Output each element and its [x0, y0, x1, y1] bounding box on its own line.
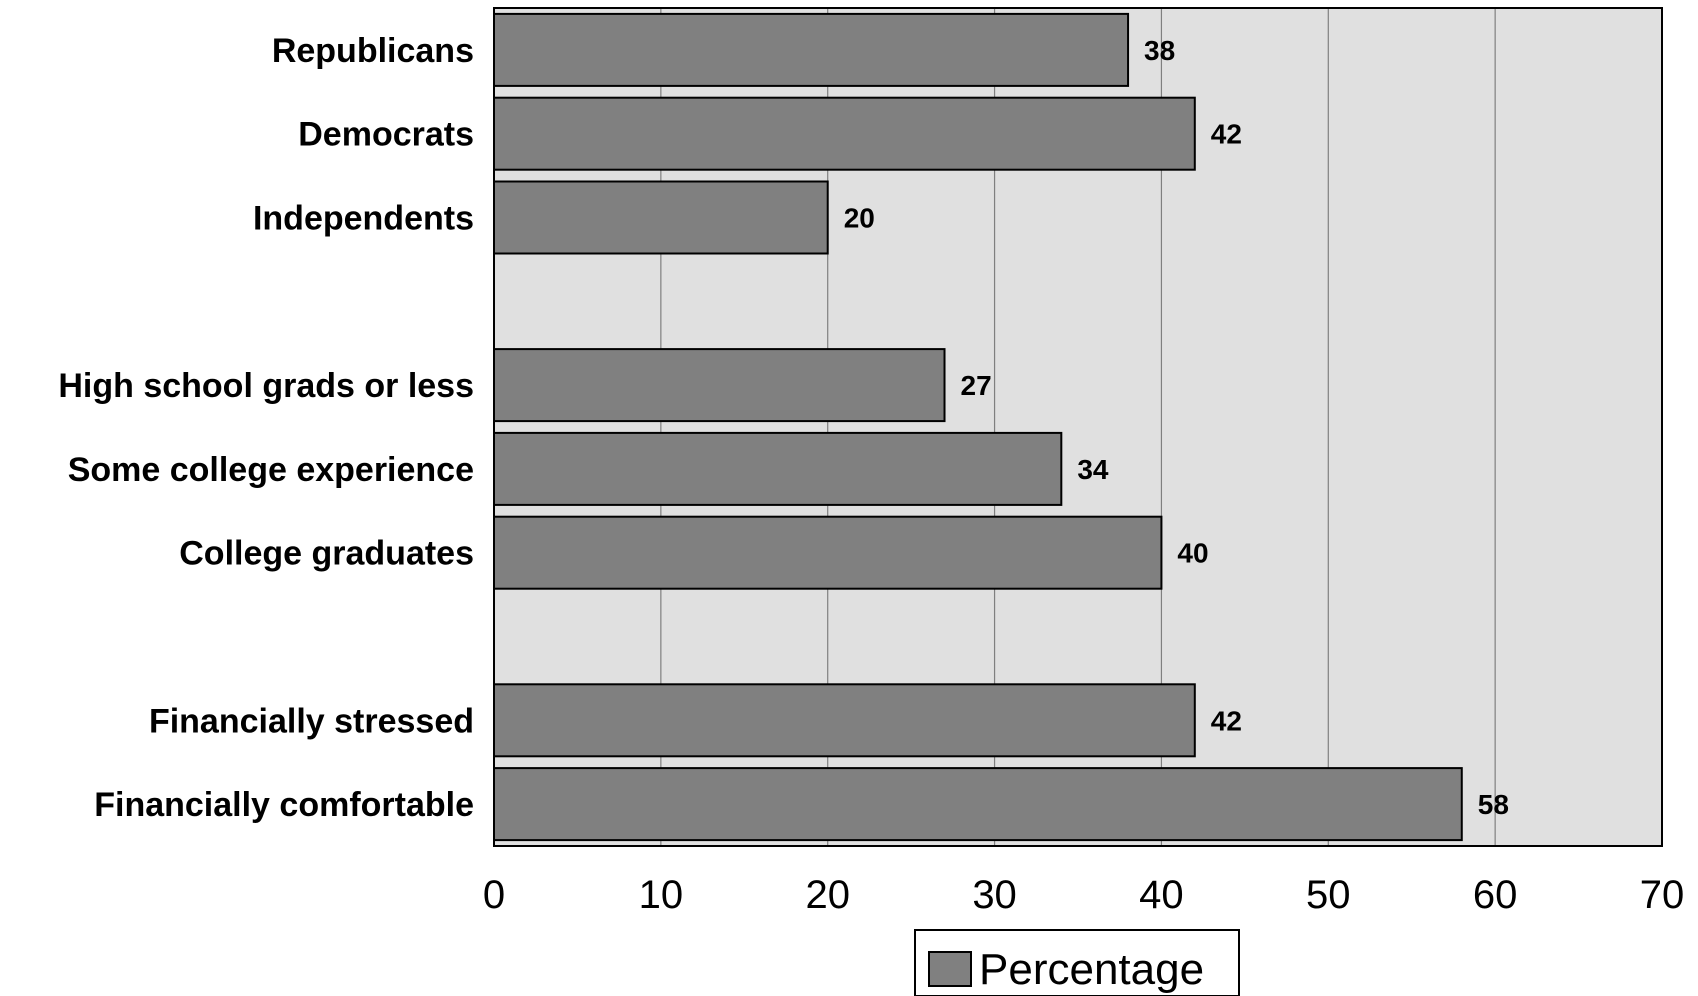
legend-swatch — [928, 951, 972, 987]
data-label: 34 — [1077, 454, 1109, 485]
x-tick-label: 60 — [1473, 873, 1518, 917]
x-tick-label: 20 — [805, 873, 850, 917]
category-label: Financially stressed — [149, 702, 474, 740]
x-tick-label: 50 — [1306, 873, 1351, 917]
data-label: 40 — [1177, 538, 1208, 569]
x-axis-tick-labels: 0 10 20 30 40 50 60 70 — [483, 873, 1684, 917]
category-label: Some college experience — [68, 451, 474, 489]
category-label: High school grads or less — [58, 367, 474, 405]
bar — [493, 683, 1196, 758]
category-label: College graduates — [179, 535, 474, 573]
bar — [493, 515, 1163, 590]
x-tick-label: 40 — [1139, 873, 1184, 917]
bar — [493, 180, 829, 255]
x-tick-label: 10 — [639, 873, 684, 917]
plot-area-border — [493, 7, 1663, 847]
data-label: 42 — [1211, 705, 1242, 736]
bar — [493, 12, 1130, 87]
x-tick-label: 0 — [483, 873, 505, 917]
bar — [493, 767, 1463, 842]
category-label: Democrats — [298, 116, 474, 154]
x-tick-label: 30 — [972, 873, 1017, 917]
category-label: Independents — [253, 200, 474, 238]
category-label: Republicans — [272, 32, 474, 70]
data-label: 42 — [1211, 119, 1242, 150]
bars — [493, 12, 1463, 842]
data-label: 58 — [1478, 789, 1509, 820]
bar — [493, 348, 946, 423]
x-tick-label: 70 — [1640, 873, 1685, 917]
data-labels: 38 42 20 27 34 40 42 58 — [844, 35, 1509, 820]
legend: Percentage — [914, 929, 1240, 996]
bar — [493, 431, 1063, 506]
category-label: Financially comfortable — [94, 786, 474, 824]
category-labels: Republicans Democrats Independents High sch… — [58, 32, 474, 824]
data-label: 38 — [1144, 35, 1175, 66]
data-label: 20 — [844, 203, 875, 234]
bar — [493, 96, 1196, 171]
data-label: 27 — [961, 370, 992, 401]
legend-label: Percentage — [979, 945, 1204, 994]
